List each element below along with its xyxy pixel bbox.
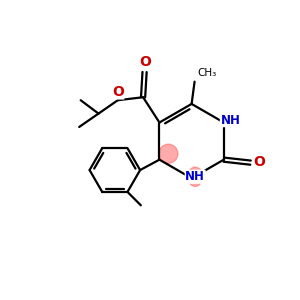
Text: NH: NH — [185, 170, 205, 183]
Circle shape — [159, 144, 178, 163]
Text: CH₃: CH₃ — [197, 68, 216, 78]
Ellipse shape — [188, 167, 203, 186]
Text: NH: NH — [220, 114, 240, 127]
Text: O: O — [139, 56, 151, 70]
Text: O: O — [112, 85, 124, 99]
Text: O: O — [254, 155, 266, 169]
